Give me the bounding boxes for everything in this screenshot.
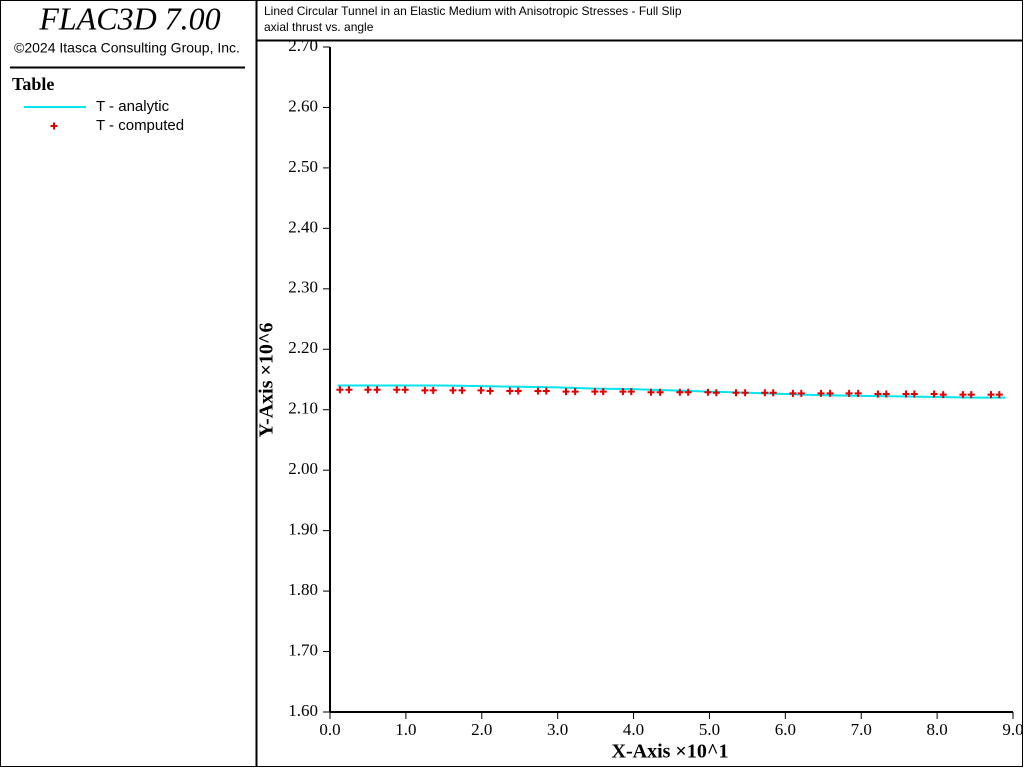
legend-label: T - computed [96,117,184,134]
x-axis-label: X-Axis ×10^1 [612,741,729,763]
computed-point [910,390,918,398]
computed-point [656,388,664,396]
app-title: FLAC3D 7.00 [38,0,220,36]
computed-point [789,389,797,397]
computed-point [486,387,494,395]
computed-point [882,390,890,398]
x-tick-label: 5.0 [699,720,720,739]
computed-point [741,389,749,397]
copyright: ©2024 Itasca Consulting Group, Inc. [14,40,240,56]
x-tick-label: 9.0 [1002,720,1023,739]
x-tick-label: 4.0 [623,720,644,739]
x-tick-label: 8.0 [926,720,947,739]
y-tick-label: 2.70 [288,36,318,55]
chart-title: Lined Circular Tunnel in an Elastic Medi… [264,4,682,18]
y-tick-label: 2.60 [288,96,318,115]
computed-point [599,388,607,396]
computed-point [987,391,995,399]
computed-point [458,386,466,394]
computed-point [930,390,938,398]
computed-point [769,389,777,397]
y-tick-label: 2.20 [288,338,318,357]
chart-subtitle: axial thrust vs. angle [264,20,374,34]
x-tick-label: 2.0 [471,720,492,739]
computed-point [647,388,655,396]
computed-point [627,388,635,396]
computed-point [874,390,882,398]
computed-point [939,391,947,399]
computed-point [854,389,862,397]
computed-point [421,386,429,394]
y-tick-label: 2.40 [288,217,318,236]
x-tick-label: 3.0 [547,720,568,739]
y-tick-label: 2.00 [288,459,318,478]
computed-point [591,388,599,396]
legend-swatch [50,122,58,130]
computed-point [676,388,684,396]
computed-point [995,391,1003,399]
x-tick-label: 1.0 [395,720,416,739]
computed-point [761,389,769,397]
y-axis-label: Y-Axis ×10^6 [256,322,278,437]
computed-point [364,386,372,394]
computed-point [401,386,409,394]
computed-point [732,389,740,397]
y-tick-label: 2.10 [288,399,318,418]
y-tick-label: 1.70 [288,640,318,659]
computed-point [429,386,437,394]
computed-point [959,391,967,399]
computed-point [619,388,627,396]
x-tick-label: 6.0 [775,720,796,739]
y-tick-label: 2.50 [288,157,318,176]
computed-point [514,387,522,395]
computed-point [967,391,975,399]
x-tick-label: 0.0 [319,720,340,739]
computed-point [817,389,825,397]
analytic-line [337,384,1006,399]
computed-point [534,387,542,395]
legend-title: Table [12,74,54,94]
computed-point [845,389,853,397]
computed-point [345,386,353,394]
computed-point [506,387,514,395]
computed-point [797,389,805,397]
y-tick-label: 1.90 [288,520,318,539]
computed-point [712,389,720,397]
legend-label: T - analytic [96,98,170,115]
computed-point [571,388,579,396]
y-tick-label: 1.80 [288,580,318,599]
computed-point [336,386,344,394]
y-tick-label: 1.60 [288,701,318,720]
y-tick-label: 2.30 [288,278,318,297]
computed-point [704,388,712,396]
computed-point [542,387,550,395]
computed-point [902,390,910,398]
computed-point [393,386,401,394]
computed-point [684,388,692,396]
computed-point [562,388,570,396]
computed-point [373,386,381,394]
x-tick-label: 7.0 [851,720,872,739]
computed-point [449,386,457,394]
computed-point [826,389,834,397]
computed-point [477,386,485,394]
